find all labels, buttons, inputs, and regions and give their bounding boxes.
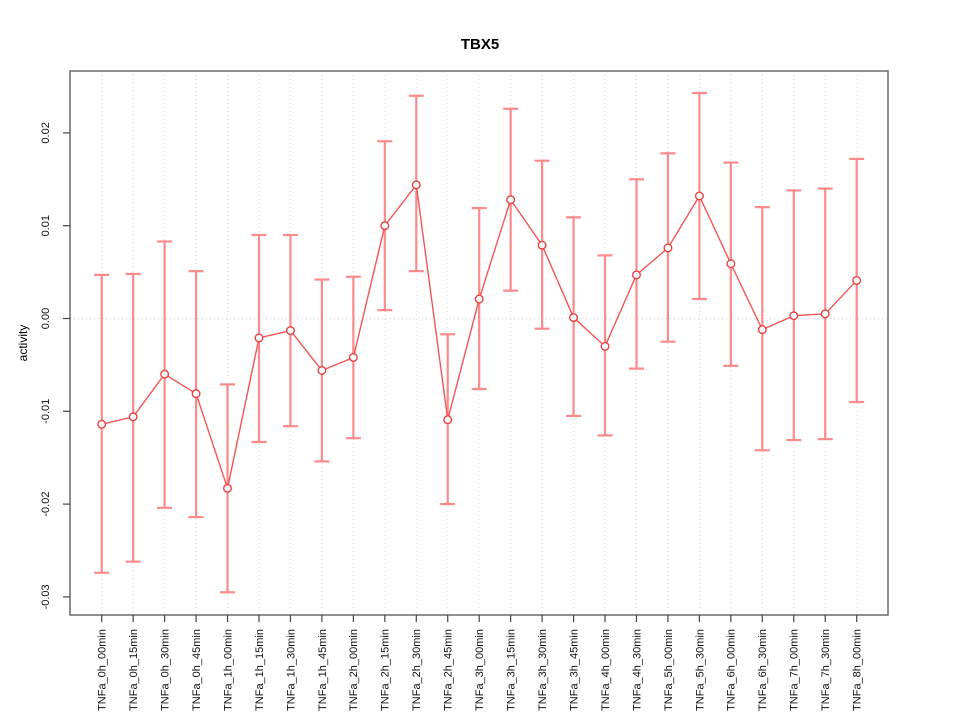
data-point xyxy=(726,259,736,269)
y-tick-label: -0.03 xyxy=(40,584,52,609)
x-tick-label: TNFa_6h_00min xyxy=(726,629,738,711)
x-tick-label: TNFa_0h_00min xyxy=(97,629,109,711)
x-tick-label: TNFa_3h_15min xyxy=(506,629,518,711)
y-axis-title: activity xyxy=(16,325,30,362)
x-tick-label: TNFa_7h_00min xyxy=(789,629,801,711)
data-point xyxy=(820,309,830,319)
data-point xyxy=(380,221,390,231)
data-point xyxy=(506,195,516,205)
x-tick-label: TNFa_2h_00min xyxy=(348,629,360,711)
data-point xyxy=(569,313,579,323)
x-tick-label: TNFa_4h_00min xyxy=(600,629,612,711)
y-tick-label: -0.01 xyxy=(40,399,52,424)
x-tick-label: TNFa_2h_15min xyxy=(380,629,392,711)
x-tick-label: TNFa_3h_45min xyxy=(568,629,580,711)
data-point xyxy=(663,243,673,253)
data-point xyxy=(128,412,138,422)
x-tick-label: TNFa_3h_00min xyxy=(474,629,486,711)
axis-layer: 0.02 0.01 0.00 -0.01 -0.02 -0.03 TNFa_0h_00min… xyxy=(40,122,864,711)
x-tick-label: TNFa_8h_00min xyxy=(852,629,864,711)
x-tick-label: TNFa_1h_15min xyxy=(254,629,266,711)
x-tick-label: TNFa_1h_30min xyxy=(285,629,297,711)
data-point xyxy=(160,369,170,379)
x-tick-label: TNFa_5h_00min xyxy=(663,629,675,711)
data-point xyxy=(474,294,484,304)
data-point xyxy=(537,240,547,250)
x-tick-label: TNFa_1h_45min xyxy=(317,629,329,711)
data-point xyxy=(600,341,610,351)
x-tick-label: TNFa_0h_30min xyxy=(159,629,171,711)
x-tick-label: TNFa_1h_00min xyxy=(222,629,234,711)
data-point xyxy=(285,326,295,336)
data-point xyxy=(757,325,767,335)
x-tick-label: TNFa_2h_45min xyxy=(443,629,455,711)
data-point xyxy=(317,365,327,375)
data-point xyxy=(191,389,201,399)
y-tick-label: 0.02 xyxy=(40,122,52,143)
x-tick-label: TNFa_5h_30min xyxy=(694,629,706,711)
x-tick-label: TNFa_7h_30min xyxy=(820,629,832,711)
y-tick-label: 0.00 xyxy=(40,308,52,329)
data-point xyxy=(631,270,641,280)
data-point xyxy=(411,180,421,190)
x-tick-label: TNFa_0h_45min xyxy=(191,629,203,711)
x-tick-label: TNFa_6h_30min xyxy=(757,629,769,711)
y-tick-label: 0.01 xyxy=(40,215,52,236)
data-point xyxy=(694,191,704,201)
data-point xyxy=(443,415,453,425)
x-tick-label: TNFa_3h_30min xyxy=(537,629,549,711)
x-tick-label: TNFa_0h_15min xyxy=(128,629,140,711)
y-tick-label: -0.02 xyxy=(40,492,52,517)
data-point xyxy=(852,275,862,285)
data-point xyxy=(223,483,233,493)
data-point xyxy=(254,333,264,343)
data-point xyxy=(789,311,799,321)
series-layer xyxy=(97,180,862,493)
data-point xyxy=(97,419,107,429)
data-point xyxy=(348,352,358,362)
x-tick-label: TNFa_2h_30min xyxy=(411,629,423,711)
chart-title: TBX5 xyxy=(461,36,499,53)
x-tick-label: TNFa_4h_30min xyxy=(631,629,643,711)
